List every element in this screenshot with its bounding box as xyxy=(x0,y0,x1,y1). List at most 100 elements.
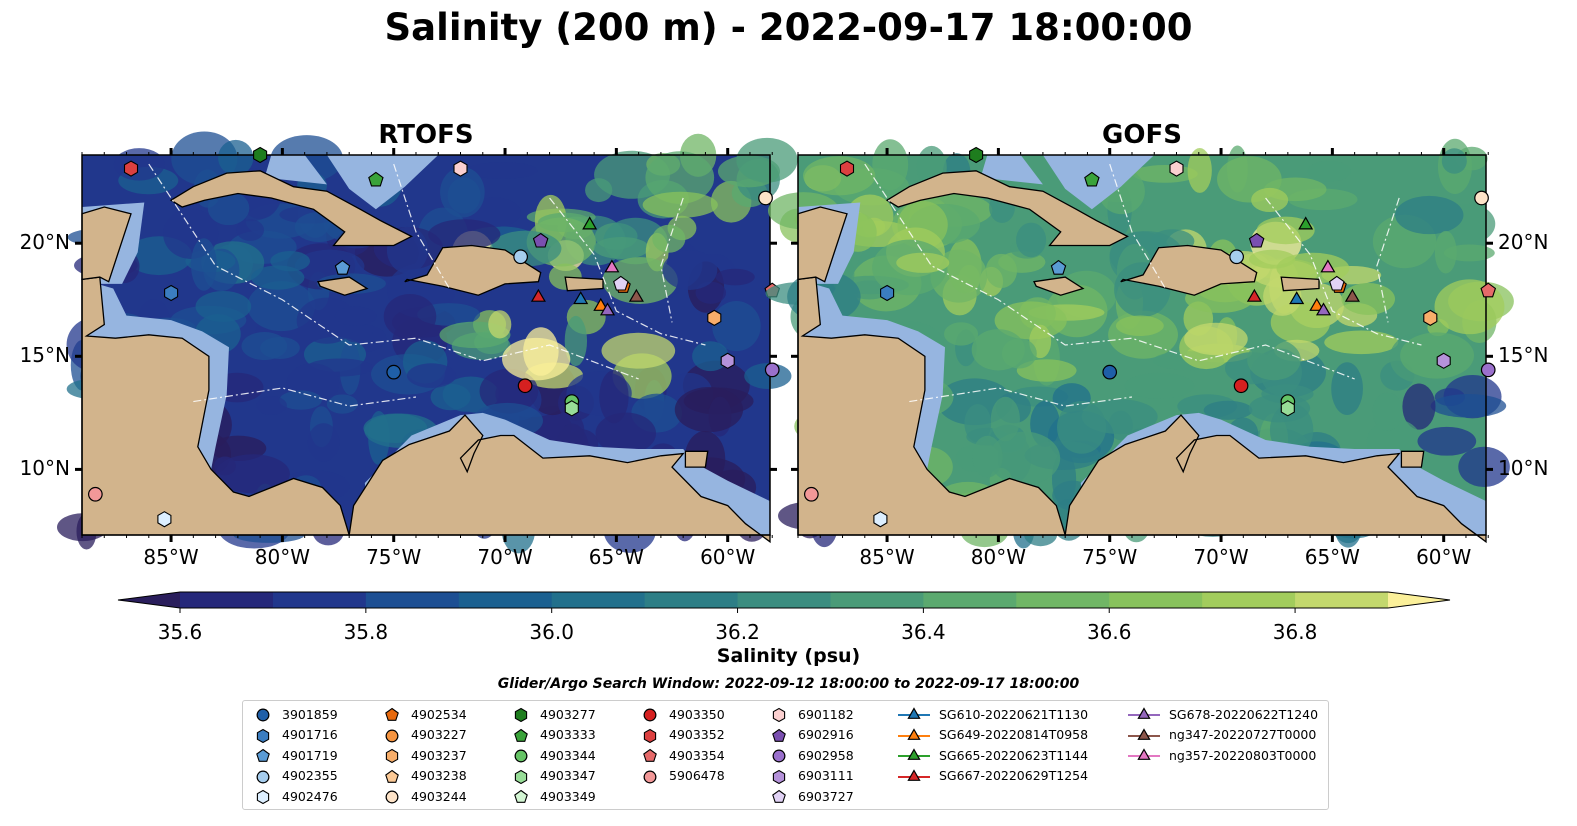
legend-item: ng347-20220727T0000 xyxy=(1128,725,1316,745)
marker-4903237 xyxy=(707,309,722,327)
pentagon-marker-icon xyxy=(385,769,399,783)
legend-item: 4903244 xyxy=(382,786,467,806)
marker-4901716 xyxy=(880,284,895,302)
legend-item: ng357-20220803T0000 xyxy=(1128,745,1316,765)
circle-marker-icon xyxy=(772,749,786,763)
legend-item: SG649-20220814T0958 xyxy=(898,725,1088,745)
marker-SG610-20220621T1130 xyxy=(1289,291,1305,305)
circle-marker-icon xyxy=(385,790,399,804)
colorbar-tick-label: 36.4 xyxy=(901,620,946,644)
legend-item: 4902355 xyxy=(253,766,338,786)
marker-SG678-20220622T1240 xyxy=(599,302,616,316)
legend-item: SG610-20220621T1130 xyxy=(898,704,1088,724)
pentagon-marker-icon xyxy=(256,748,270,762)
panel-title-rtofs: RTOFS xyxy=(378,120,474,150)
pentagon-marker-icon xyxy=(514,789,528,803)
legend-label: 5906478 xyxy=(669,768,725,783)
marker-ng347-20220727T0000 xyxy=(628,288,644,302)
search-window-caption: Glider/Argo Search Window: 2022-09-12 18… xyxy=(497,676,1080,692)
legend-item: 4903277 xyxy=(511,704,596,724)
legend-label: 4903244 xyxy=(411,788,467,804)
legend-label: 6901182 xyxy=(798,706,854,722)
legend-item: 6903727 xyxy=(769,786,854,806)
legend-item: 4903238 xyxy=(382,766,467,786)
triangle-marker-icon xyxy=(898,727,930,740)
pentagon-marker-icon xyxy=(772,789,786,803)
marker-3901859 xyxy=(386,364,402,380)
pentagon-marker-icon xyxy=(514,728,528,742)
legend-label: 6902958 xyxy=(798,747,854,763)
legend-label: ng347-20220727T0000 xyxy=(1169,727,1317,742)
marker-4903350 xyxy=(517,378,533,394)
colorbar-tick-label: 36.6 xyxy=(1087,620,1132,644)
marker-4902476 xyxy=(873,511,888,528)
marker-4903277 xyxy=(253,146,268,164)
marker-4903333 xyxy=(368,171,384,187)
figure-title: Salinity (200 m) - 2022-09-17 18:00:00 xyxy=(384,6,1193,49)
marker-4903352 xyxy=(123,160,139,177)
marker-4902355 xyxy=(513,249,528,265)
legend-label: 4903238 xyxy=(411,768,467,783)
triangle-marker-icon xyxy=(898,707,930,719)
hexagon-marker-icon xyxy=(514,707,528,723)
marker-4903277 xyxy=(969,146,984,164)
marker-4901719 xyxy=(1050,259,1067,275)
triangle-marker-icon xyxy=(1128,707,1160,719)
legend-item: 4903350 xyxy=(640,704,725,724)
circle-marker-icon xyxy=(643,770,657,783)
legend-item: 6902916 xyxy=(769,725,854,745)
legend-item: 4903237 xyxy=(382,745,467,765)
lon-tick-label: 85°W xyxy=(143,545,199,569)
lon-tick-label: 70°W xyxy=(477,545,533,569)
circle-marker-icon xyxy=(256,708,270,722)
hexagon-marker-icon xyxy=(514,769,528,784)
pentagon-marker-icon xyxy=(772,728,786,742)
legend-label: SG665-20220623T1144 xyxy=(939,747,1089,763)
hexagon-marker-icon xyxy=(256,789,270,805)
lon-tick-label: 65°W xyxy=(1304,545,1360,569)
marker-SG667-20220629T1254 xyxy=(1246,288,1262,302)
legend-label: SG678-20220622T1240 xyxy=(1169,706,1319,722)
hexagon-marker-icon xyxy=(256,728,270,743)
hexagon-marker-icon xyxy=(643,728,657,743)
lon-tick-label: 75°W xyxy=(1082,545,1138,569)
legend-label: 4902355 xyxy=(282,768,338,783)
marker-4903347 xyxy=(1280,400,1295,417)
legend-item: 4901719 xyxy=(253,745,338,765)
salinity-colorbar: 35.6 35.8 36.0 36.2 36.4 36.6 36.8 xyxy=(117,591,1451,644)
marker-ng357-20220803T0000 xyxy=(1320,259,1336,273)
marker-4903244 xyxy=(1474,190,1489,206)
legend-label: 4903227 xyxy=(411,727,467,742)
hexagon-marker-icon xyxy=(772,707,786,723)
marker-SG649-20220814T0958 xyxy=(593,297,609,311)
legend-label: 6903727 xyxy=(798,788,854,804)
pentagon-marker-icon xyxy=(385,707,399,721)
colorbar-tick-label: 36.0 xyxy=(529,620,574,644)
legend-item: SG665-20220623T1144 xyxy=(898,745,1088,765)
legend-label: 4902534 xyxy=(411,706,467,722)
lon-tick-label: 80°W xyxy=(970,545,1026,569)
gofs-salinity-map xyxy=(765,138,1514,549)
lon-tick-label: 60°W xyxy=(1416,545,1472,569)
colorbar-tick-label: 36.2 xyxy=(715,620,760,644)
panel-title-gofs: GOFS xyxy=(1102,120,1182,150)
legend-label: 3901859 xyxy=(282,706,338,722)
legend-item: 4903349 xyxy=(511,786,596,806)
rtofs-salinity-map xyxy=(57,131,798,554)
lon-tick-label: 65°W xyxy=(588,545,644,569)
colorbar-tick-label: 35.6 xyxy=(158,620,203,644)
triangle-marker-icon xyxy=(1128,727,1160,740)
lat-tick-label: 15°N xyxy=(19,343,70,368)
marker-6901182 xyxy=(1169,160,1184,177)
legend-item: 4903227 xyxy=(382,725,467,745)
legend-item: 3901859 xyxy=(253,704,338,724)
marker-5906478 xyxy=(88,486,103,502)
legend-item: 6902958 xyxy=(769,745,854,765)
lon-tick-label: 75°W xyxy=(366,545,422,569)
marker-6903111 xyxy=(720,352,735,369)
legend-item: 4903333 xyxy=(511,725,596,745)
legend-item: 4902534 xyxy=(382,704,467,724)
marker-5906478 xyxy=(804,486,819,502)
lon-tick-label: 85°W xyxy=(859,545,915,569)
legend-item: 6901182 xyxy=(769,704,854,724)
